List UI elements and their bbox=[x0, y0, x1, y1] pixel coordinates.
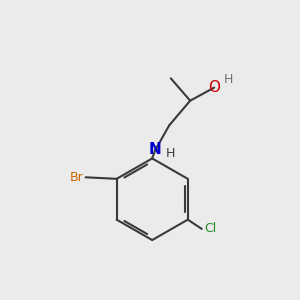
Text: H: H bbox=[166, 146, 176, 160]
Text: Br: Br bbox=[70, 171, 83, 184]
Text: O: O bbox=[208, 80, 220, 95]
Text: H: H bbox=[224, 74, 233, 86]
Text: N: N bbox=[149, 142, 162, 158]
Text: Cl: Cl bbox=[204, 222, 216, 236]
